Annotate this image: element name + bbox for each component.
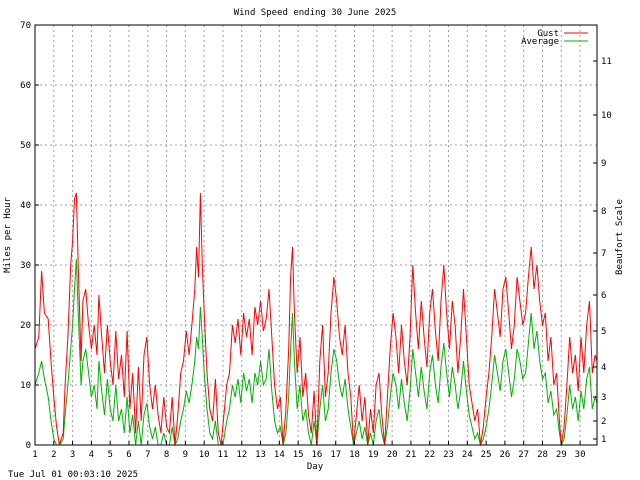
legend-label-gust: Gust	[537, 29, 559, 39]
beaufort-tick-label: 3	[601, 393, 606, 403]
chart-title: Wind Speed ending 30 June 2025	[234, 8, 397, 18]
x-tick-label: 11	[218, 450, 229, 460]
x-tick-label: 21	[405, 450, 416, 460]
beaufort-axis-label: Beaufort Scale	[615, 199, 625, 275]
x-tick-label: 3	[70, 450, 75, 460]
x-tick-label: 23	[443, 450, 454, 460]
y-tick-label: 50	[20, 141, 31, 151]
x-tick-label: 24	[462, 450, 473, 460]
x-tick-label: 9	[183, 450, 188, 460]
beaufort-tick-label: 10	[601, 111, 612, 121]
series-line-average	[34, 258, 598, 447]
y-tick-label: 30	[20, 261, 31, 271]
beaufort-tick-label: 11	[601, 57, 612, 67]
x-tick-label: 15	[293, 450, 304, 460]
y-tick-label: 0	[26, 441, 31, 451]
timestamp: Tue Jul 01 00:03:10 2025	[8, 470, 138, 480]
x-tick-label: 7	[145, 450, 150, 460]
beaufort-tick-label: 4	[601, 363, 606, 373]
x-tick-label: 6	[126, 450, 131, 460]
x-tick-label: 1	[32, 450, 37, 460]
x-tick-label: 5	[107, 450, 112, 460]
beaufort-tick-label: 9	[601, 159, 606, 169]
y-axis-label: Miles per Hour	[3, 196, 13, 272]
grid	[35, 25, 597, 445]
x-tick-label: 29	[556, 450, 567, 460]
beaufort-tick-label: 6	[601, 291, 606, 301]
x-tick-label: 26	[499, 450, 510, 460]
x-tick-label: 12	[236, 450, 247, 460]
series-line-gust	[34, 192, 598, 446]
y-tick-label: 40	[20, 201, 31, 211]
series-layer	[34, 192, 598, 447]
beaufort-tick-label: 7	[601, 249, 606, 259]
beaufort-axis-ticks: 1 2 3 4 5 6 7 8 9 10 11	[593, 57, 612, 445]
x-axis-label: Day	[307, 462, 324, 472]
x-tick-label: 20	[387, 450, 398, 460]
x-tick-label: 2	[51, 450, 56, 460]
y-tick-label: 60	[20, 81, 31, 91]
x-tick-label: 16	[312, 450, 323, 460]
x-axis-ticks: 1 2 3 4 5 6 7 8 9 10 11 12 13 14 15 16 17 18 19 20 21 22 23 24 2…	[32, 441, 586, 460]
y-tick-label: 10	[20, 381, 31, 391]
beaufort-tick-label: 8	[601, 207, 606, 217]
beaufort-tick-label: 5	[601, 327, 606, 337]
x-tick-label: 10	[199, 450, 210, 460]
x-tick-label: 30	[575, 450, 586, 460]
x-tick-label: 4	[89, 450, 94, 460]
x-tick-label: 28	[537, 450, 548, 460]
y-axis-ticks: 0 10 20 30 40 50 60 70	[20, 21, 39, 451]
x-tick-label: 27	[518, 450, 529, 460]
x-tick-label: 13	[255, 450, 266, 460]
beaufort-tick-label: 1	[601, 435, 606, 445]
legend-label-average: Average	[521, 37, 559, 47]
x-tick-label: 14	[274, 450, 285, 460]
x-tick-label: 18	[349, 450, 360, 460]
plot-frame	[34, 24, 598, 446]
beaufort-tick-label: 2	[601, 417, 606, 427]
y-tick-label: 70	[20, 21, 31, 31]
x-tick-label: 22	[424, 450, 435, 460]
x-tick-label: 19	[368, 450, 379, 460]
x-tick-label: 25	[481, 450, 492, 460]
y-tick-label: 20	[20, 321, 31, 331]
x-tick-label: 8	[164, 450, 169, 460]
x-tick-label: 17	[330, 450, 341, 460]
